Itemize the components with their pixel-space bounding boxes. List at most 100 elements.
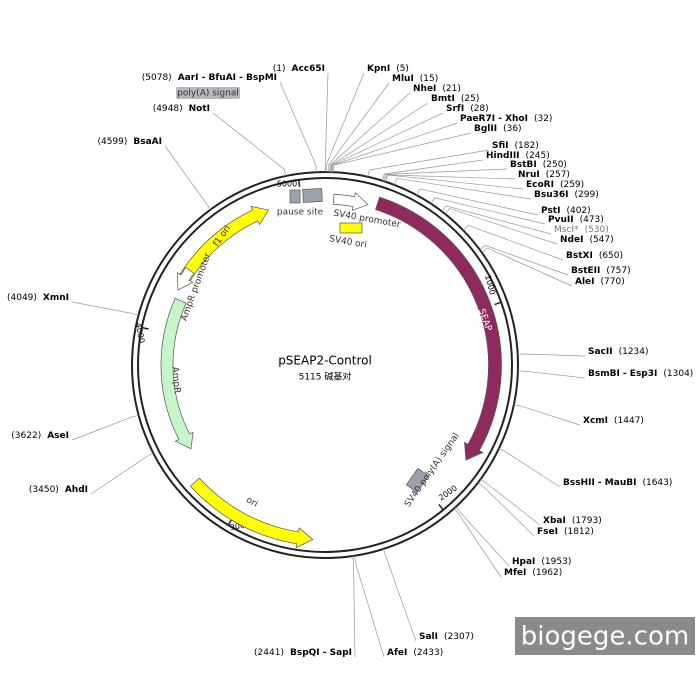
site-name: MfeI bbox=[504, 568, 526, 578]
pause-site-box bbox=[302, 188, 323, 203]
leader-line bbox=[383, 548, 417, 642]
site-label: FseI (1812) bbox=[537, 527, 594, 537]
site-name: BstEII bbox=[571, 266, 600, 276]
site-position: (5) bbox=[396, 64, 409, 74]
site-name: EcoRI bbox=[526, 180, 554, 190]
feature-label: ori bbox=[244, 495, 259, 510]
site-name: BssHII - MauBI bbox=[563, 478, 636, 488]
site-position: (473) bbox=[580, 215, 604, 225]
site-name: AleI bbox=[575, 277, 595, 287]
leader-line bbox=[416, 188, 539, 216]
leader-line bbox=[480, 478, 541, 526]
leader-line bbox=[330, 102, 429, 173]
site-name: XcmI bbox=[583, 416, 608, 426]
leader-line bbox=[517, 353, 586, 357]
site-position: (1643) bbox=[642, 478, 672, 488]
site-position: (402) bbox=[566, 206, 590, 216]
leader-line bbox=[325, 72, 365, 173]
site-label: BssHII - MauBI (1643) bbox=[563, 478, 672, 488]
site-label: XbaI (1793) bbox=[543, 516, 602, 526]
site-label: HpaI (1953) bbox=[512, 557, 571, 567]
leader-line bbox=[212, 112, 287, 177]
site-label: Bsu36I (299) bbox=[534, 190, 599, 200]
backbone-inner bbox=[137, 177, 513, 553]
site-name: AseI bbox=[47, 431, 69, 441]
plasmid-name: pSEAP2-Control bbox=[278, 354, 372, 368]
site-name: SalI bbox=[419, 632, 438, 642]
leader-line bbox=[517, 370, 586, 379]
site-position: (1812) bbox=[564, 527, 594, 537]
leader-line bbox=[385, 174, 524, 190]
site-name: HpaI bbox=[512, 557, 535, 567]
site-position: (32) bbox=[534, 114, 552, 124]
ori-arrow bbox=[189, 477, 314, 549]
site-position: (3450) bbox=[29, 485, 59, 495]
site-position: (1447) bbox=[614, 416, 644, 426]
leader-line bbox=[513, 404, 581, 426]
site-label: SalI (2307) bbox=[419, 632, 474, 642]
site-name: XbaI bbox=[543, 516, 566, 526]
site-position: (4599) bbox=[97, 137, 127, 147]
site-position: (1953) bbox=[541, 557, 571, 567]
leader-line bbox=[498, 448, 561, 488]
leader-line bbox=[329, 92, 411, 173]
site-name: BglII bbox=[474, 124, 497, 134]
site-label: SrfI (28) bbox=[446, 104, 489, 114]
site-name: NheI bbox=[413, 84, 436, 94]
site-position: (2441) bbox=[254, 648, 284, 658]
leader-line bbox=[444, 208, 558, 245]
sv40-promoter-arrow bbox=[333, 191, 369, 211]
site-label: NdeI (547) bbox=[560, 235, 614, 245]
site-label: (2441) BspQI - SapI bbox=[254, 648, 352, 658]
leader-line bbox=[71, 301, 139, 316]
site-label: BstXI (650) bbox=[566, 251, 623, 261]
site-name: BsaAI bbox=[133, 137, 162, 147]
site-position: (1234) bbox=[619, 347, 649, 357]
leader-line bbox=[164, 145, 211, 210]
site-label: BstEII (757) bbox=[571, 266, 631, 276]
site-position: (245) bbox=[526, 151, 550, 161]
ampr-promoter-arrow bbox=[177, 267, 195, 291]
site-label: EcoRI (259) bbox=[526, 180, 584, 190]
site-name: AfeI bbox=[387, 648, 407, 658]
site-label: PstI (402) bbox=[541, 206, 591, 216]
leader-line bbox=[455, 506, 510, 567]
site-name: XmnI bbox=[43, 293, 69, 303]
leader-line bbox=[71, 414, 139, 441]
site-label: (3622) AseI bbox=[11, 431, 69, 441]
leader-line bbox=[479, 245, 569, 276]
site-label: BmtI (25) bbox=[431, 94, 479, 104]
site-name: MluI bbox=[392, 74, 414, 84]
site-position: (4049) bbox=[7, 293, 37, 303]
site-position: (5078) bbox=[142, 73, 172, 83]
leader-line bbox=[383, 168, 508, 182]
leader-line bbox=[381, 159, 484, 181]
leader-line bbox=[453, 508, 502, 578]
tick-mark bbox=[494, 301, 502, 306]
feature-label: pause site bbox=[277, 208, 324, 218]
site-name: NdeI bbox=[560, 235, 583, 245]
site-position: (299) bbox=[575, 190, 599, 200]
leader-line bbox=[462, 225, 564, 261]
site-position: (259) bbox=[560, 180, 584, 190]
site-position: (36) bbox=[503, 124, 521, 134]
polya-signal-box bbox=[176, 87, 240, 99]
leader-line bbox=[324, 72, 329, 173]
site-label: PaeR7I - XhoI (32) bbox=[460, 114, 552, 124]
leader-line bbox=[430, 197, 546, 225]
site-name: AhdI bbox=[65, 485, 88, 495]
site-name: FseI bbox=[537, 527, 558, 537]
site-name: SacII bbox=[588, 347, 613, 357]
site-label: PvuII (473) bbox=[548, 215, 604, 225]
site-position: (770) bbox=[601, 277, 625, 287]
sv40-polya-box bbox=[405, 467, 429, 493]
site-name: BmtI bbox=[431, 94, 455, 104]
site-position: (257) bbox=[546, 170, 570, 180]
site-label: (4599) BsaAI bbox=[97, 137, 162, 147]
site-name: PaeR7I - XhoI bbox=[460, 114, 528, 124]
leader-line bbox=[333, 132, 472, 173]
site-position: (757) bbox=[606, 266, 630, 276]
site-position: (530) bbox=[585, 225, 609, 235]
leader-line bbox=[90, 452, 154, 495]
